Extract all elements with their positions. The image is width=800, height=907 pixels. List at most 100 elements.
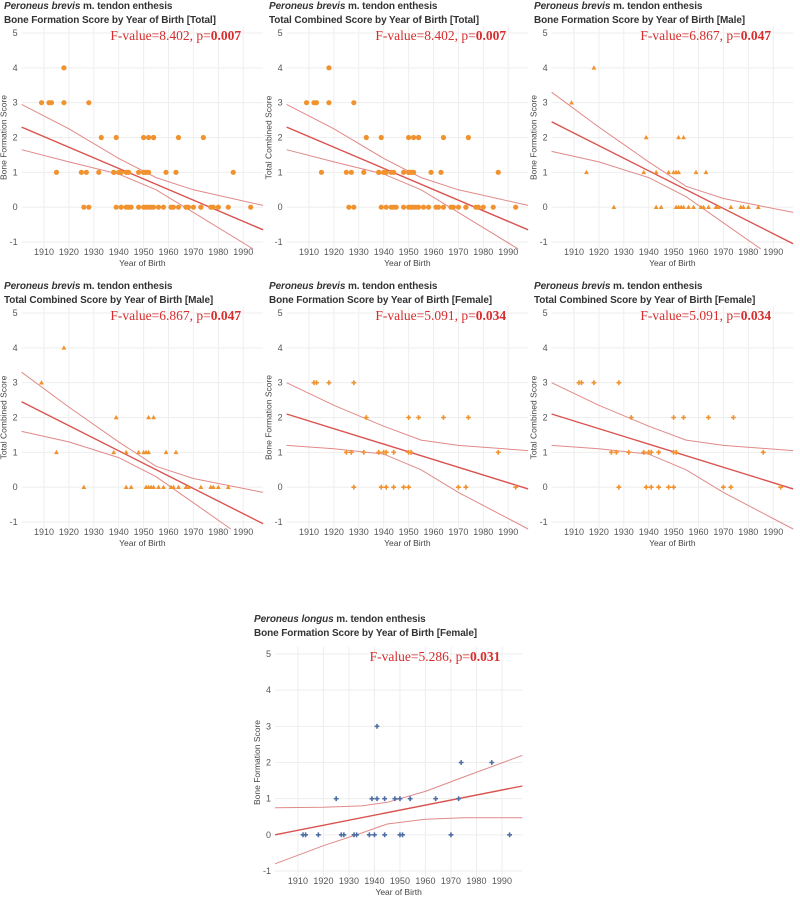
f-value-annotation: F-value=6.867, p=0.047 [110,308,241,323]
data-point [656,484,662,490]
data-point [745,204,751,209]
data-point [374,723,380,729]
ci-lower-line [21,149,254,250]
data-point [171,484,176,489]
data-point [372,832,377,838]
x-axis-title: Year of Birth [119,538,166,548]
y-axis-title: Bone Formation Score [0,95,9,180]
data-point [314,380,319,386]
species-name: Peroneus brevis [269,1,346,12]
y-tick-label: 3 [278,98,283,108]
y-tick-label: 2 [543,413,548,423]
data-point [475,204,481,210]
x-tick-label: 1920 [313,876,333,886]
x-tick-label: 1920 [589,527,609,537]
x-axis-title: Year of Birth [649,538,696,548]
data-point [53,169,60,175]
chart-panel: Peroneus brevis m. tendon enthesis Total… [0,280,265,550]
data-point [591,380,597,386]
data-point [146,449,151,455]
x-tick-label: 1940 [109,247,129,257]
p-value: 0.047 [211,308,242,323]
ci-lower-line [551,150,762,250]
chart-title-line1: Peroneus brevis m. tendon enthesis [534,1,702,13]
x-tick-label: 1960 [423,527,443,537]
data-point [420,204,427,210]
f-value-text: F-value=5.091, p= [375,308,475,323]
data-point [150,134,157,141]
x-axis-title: Year of Birth [649,258,696,268]
x-tick-label: 1920 [324,527,344,537]
chart-panel: Peroneus longus m. tendon enthesis Bone … [250,613,550,907]
data-point [513,204,519,210]
data-point [351,204,357,210]
y-axis-title: Bone Formation Score [252,720,262,805]
data-point [156,484,161,489]
y-tick-label: 3 [13,378,18,388]
data-point [341,832,347,838]
data-point [161,484,166,489]
data-point [666,484,672,490]
f-value-annotation: F-value=5.286, p=0.031 [370,649,501,664]
y-tick-label: 1 [13,447,18,457]
data-point [465,134,471,141]
data-point [450,204,457,210]
data-point [175,134,182,141]
data-point [326,65,332,71]
data-point [190,204,197,210]
data-point [658,204,664,209]
data-point [366,832,372,838]
y-tick-label: 2 [278,133,283,143]
data-point [54,449,59,455]
data-point [118,204,124,210]
data-point [611,204,617,209]
data-point [643,134,649,140]
data-point [363,415,369,420]
data-point [198,204,204,210]
data-point [351,380,357,386]
y-tick-label: 5 [543,308,548,318]
x-tick-label: 1960 [423,247,443,257]
x-tick-label: 1930 [84,247,104,257]
data-point [363,134,369,141]
title-suffix: m. tendon enthesis [345,281,438,292]
species-name: Peroneus brevis [534,281,611,292]
f-value-annotation: F-value=8.402, p=0.007 [110,28,241,43]
data-point [361,169,367,175]
data-point [513,484,519,490]
x-tick-label: 1940 [639,527,659,537]
data-point [175,204,182,210]
data-point [671,415,677,420]
data-point [86,100,92,106]
data-point [151,414,156,420]
y-tick-label: -1 [275,237,283,247]
p-value: 0.034 [741,308,772,323]
data-point [81,484,87,489]
data-point [392,796,398,802]
x-tick-label: 1940 [374,247,394,257]
x-tick-label: 1960 [158,527,178,537]
data-point [118,169,124,175]
data-point [176,484,181,489]
data-point [38,100,45,106]
y-tick-label: 0 [266,830,271,840]
y-tick-label: 4 [543,63,548,73]
chart-title: Total Combined Score by Year of Birth [M… [4,295,214,306]
data-point [676,169,681,175]
data-point [326,380,332,386]
data-point [608,449,614,455]
f-value-text: F-value=5.091, p= [640,308,740,323]
y-tick-label: 4 [543,343,548,353]
x-tick-label: 1980 [466,876,486,886]
data-point [378,204,384,210]
data-point [248,204,254,210]
x-tick-label: 1980 [738,247,758,257]
x-tick-label: 1910 [564,527,584,537]
data-point [681,415,686,420]
data-point [126,169,132,175]
data-point [653,169,659,175]
title-suffix: m. tendon enthesis [333,614,426,625]
chart-title: Bone Formation Score by Year of Birth [F… [269,295,493,306]
data-point [48,100,55,106]
f-value-text: F-value=5.286, p= [370,649,470,664]
